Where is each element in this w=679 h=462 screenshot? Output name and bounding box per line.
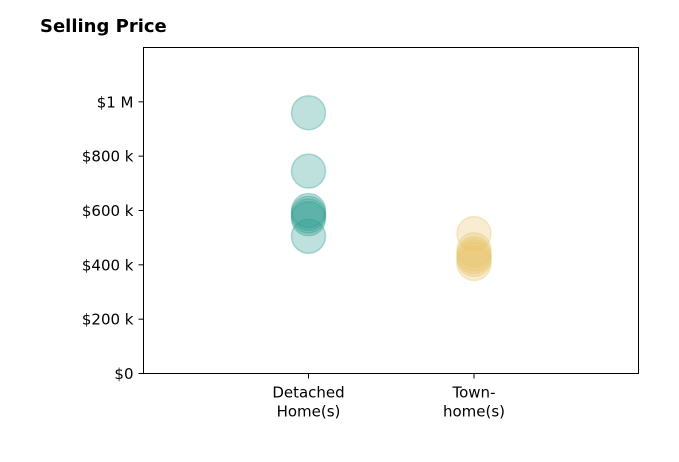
y-tick-label: $400 k <box>82 256 134 274</box>
data-point <box>290 153 327 189</box>
data-point <box>290 94 327 131</box>
x-tick-label: Home(s) <box>277 403 341 421</box>
y-tick-label: $200 k <box>82 311 134 329</box>
data-point <box>290 192 327 229</box>
data-point <box>456 245 492 282</box>
y-axis: $0 $200 k $400 k $600 k $800 k $1 M <box>82 93 144 383</box>
y-tick-label: $600 k <box>82 202 134 220</box>
data-point <box>290 218 327 255</box>
x-tick-label: Detached <box>272 384 344 402</box>
y-tick-label: $800 k <box>82 148 134 166</box>
data-point <box>456 236 492 272</box>
data-point <box>456 238 492 275</box>
chart-title: Selling Price <box>40 16 167 37</box>
y-tick-label: $0 <box>114 365 133 383</box>
y-tick-label: $1 M <box>97 93 134 111</box>
data-point <box>456 241 492 278</box>
x-tick-label: home(s) <box>443 403 505 421</box>
data-point <box>456 215 492 252</box>
data-point <box>456 232 492 268</box>
x-tick-label: Town- <box>452 384 496 402</box>
data-point <box>290 195 327 231</box>
plot-area-frame <box>143 47 639 374</box>
data-points <box>290 94 492 282</box>
data-point <box>290 198 327 234</box>
data-point <box>290 200 327 237</box>
